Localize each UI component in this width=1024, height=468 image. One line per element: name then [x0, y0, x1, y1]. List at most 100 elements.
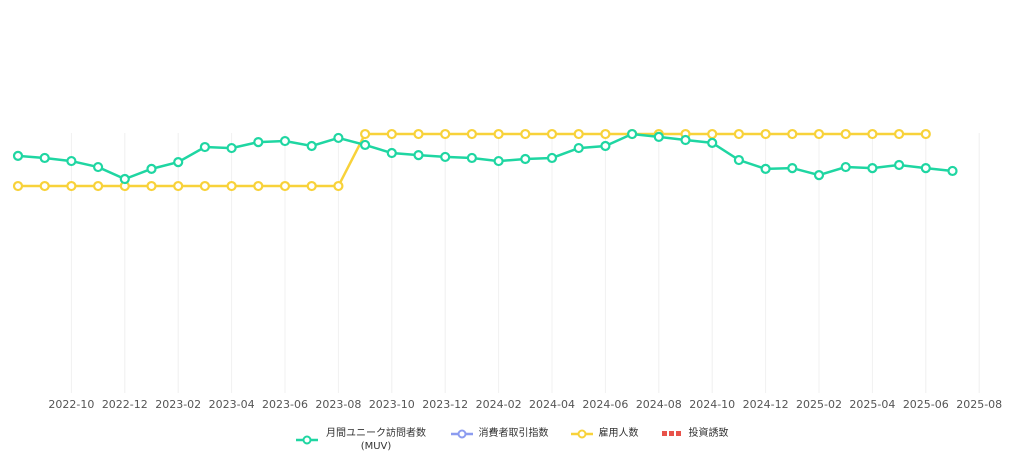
data-point [787, 163, 798, 174]
data-point [920, 128, 931, 140]
x-tick-label: 2024-06 [582, 398, 628, 411]
data-point [840, 161, 851, 173]
data-point [92, 180, 104, 192]
legend-label: 雇用人数 [598, 428, 639, 439]
data-point [653, 131, 664, 142]
data-point [360, 128, 371, 140]
data-point [733, 154, 745, 166]
data-point [66, 180, 77, 192]
data-point [466, 128, 477, 140]
data-point [466, 152, 477, 164]
data-point [146, 163, 157, 174]
data-point [573, 142, 584, 154]
data-point [306, 180, 317, 192]
x-tick-label: 2022-12 [102, 398, 148, 411]
data-point [520, 153, 531, 165]
data-point [199, 141, 210, 153]
x-tick-label: 2025-08 [956, 398, 1002, 411]
data-point [39, 180, 50, 192]
legend-label: 月間ユニーク訪問者数 (MUV) [326, 428, 426, 452]
data-point [893, 159, 905, 171]
legend-circle [302, 435, 311, 445]
data-point [600, 140, 611, 152]
legend-label: 投資誘致 [688, 428, 729, 439]
data-point [760, 163, 771, 174]
legend-item[interactable]: 月間ユニーク訪問者数 (MUV) [295, 427, 429, 453]
data-point [333, 180, 344, 192]
data-point [867, 163, 878, 174]
legend-item[interactable]: 雇用人数 [570, 427, 639, 440]
data-point [92, 161, 104, 173]
legend-dot [661, 430, 667, 436]
data-point [707, 137, 718, 148]
data-point [920, 163, 931, 174]
data-point [493, 128, 504, 140]
data-point [386, 147, 397, 159]
legend-marker [295, 435, 318, 445]
data-point [306, 140, 317, 152]
data-point [813, 170, 825, 181]
data-point [546, 152, 558, 164]
data-point [760, 128, 771, 140]
x-tick-label: 2024-08 [636, 398, 682, 411]
data-point [867, 128, 878, 140]
legend-circle [457, 429, 466, 438]
x-tick-label: 2022-10 [48, 398, 94, 411]
data-point [813, 128, 825, 140]
data-point [279, 180, 291, 192]
data-point [146, 180, 157, 192]
x-tick-label: 2024-04 [529, 398, 575, 411]
chart: 2022-10 2022-12 2023-02 2023-04 2023-06 2023-… [12, 128, 1002, 411]
data-point [573, 128, 584, 140]
data-point [493, 155, 504, 167]
data-point [440, 128, 451, 140]
data-point [39, 152, 50, 164]
x-tick-label: 2025-06 [903, 398, 949, 411]
x-tick-label: 2024-12 [743, 398, 789, 411]
data-point [600, 128, 611, 140]
x-tick-label: 2024-10 [689, 398, 735, 411]
data-point [333, 132, 344, 144]
data-point [12, 150, 24, 161]
data-point [66, 155, 77, 167]
x-tick-label: 2023-08 [315, 398, 361, 411]
x-tick-label: 2023-04 [209, 398, 255, 411]
legend-item[interactable]: 消費者取引指数 [450, 427, 549, 440]
data-point [626, 128, 638, 140]
legend-marker [570, 429, 593, 438]
data-point [173, 157, 184, 168]
legend-circle [577, 429, 586, 438]
x-tick-label: 2023-02 [155, 398, 201, 411]
data-point [546, 128, 558, 140]
data-point [199, 180, 210, 192]
data-point [413, 128, 424, 140]
data-point [386, 128, 397, 140]
legend-dot [675, 430, 681, 436]
data-point [680, 134, 691, 146]
x-tick-label: 2023-12 [422, 398, 468, 411]
data-point [707, 128, 718, 140]
legend: 月間ユニーク訪問者数 (MUV) 消費者取引指数 雇用人数 投資誘致 [0, 427, 1024, 453]
x-tick-label: 2025-02 [796, 398, 842, 411]
legend-dot [668, 430, 674, 436]
data-point [253, 180, 264, 192]
legend-marker [661, 430, 681, 436]
data-point [840, 128, 851, 140]
x-tick-label: 2025-04 [849, 398, 895, 411]
data-point [12, 180, 24, 192]
legend-label: 消費者取引指数 [478, 428, 549, 439]
x-tick-label: 2023-10 [369, 398, 415, 411]
data-point [440, 151, 451, 163]
data-point [253, 137, 264, 148]
data-point [787, 128, 798, 140]
data-point [226, 180, 237, 192]
data-point [893, 128, 905, 140]
data-point [119, 173, 130, 185]
legend-item[interactable]: 投資誘致 [661, 427, 729, 440]
data-point [360, 139, 371, 151]
x-tick-label: 2024-02 [476, 398, 522, 411]
data-point [279, 135, 291, 147]
data-point [733, 128, 745, 140]
data-point [520, 128, 531, 140]
